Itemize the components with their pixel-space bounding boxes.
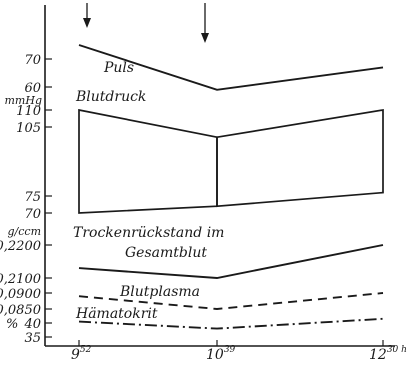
y-tick-label-puls-70: 70: [24, 53, 41, 68]
y-tick-label-plasma-0.0900: 0,0900: [0, 287, 41, 302]
x-tick-label-1: 952: [71, 345, 92, 360]
event-arrow-2-head: [201, 33, 209, 43]
series-label-puls: Puls: [103, 60, 134, 76]
event-arrow-2: [201, 3, 209, 43]
y-tick-label-trocken-0.2200: 0,2200: [0, 239, 41, 254]
x-tick-label-2: 1039: [206, 345, 236, 360]
unit-label-percent: %: [6, 317, 18, 332]
series-label-haematokrit: Hämatokrit: [75, 306, 158, 322]
blutdruck-segment-2: [216, 108, 384, 208]
event-arrow-1: [83, 3, 91, 28]
series-line-trockenrueckstand: [78, 244, 384, 279]
series-line-haematokrit: [78, 317, 384, 330]
x-tick-label-3-min: 30 h: [387, 345, 407, 355]
x-tick-label-2-min: 39: [224, 345, 236, 355]
series-label-trockenrueckstand-line2: Gesamtblut: [125, 245, 207, 261]
series-line-blutplasma: [78, 292, 384, 310]
y-tick-label-trocken-0.2100: 0,2100: [0, 272, 41, 287]
y-tick-label-haemato-40: 40: [23, 317, 41, 332]
x-tick-label-1-min: 52: [80, 345, 92, 355]
y-tick-label-puls-60: 60: [24, 81, 41, 96]
series-label-trockenrueckstand-line1: Trockenrückstand im: [73, 225, 224, 241]
x-tick-label-2-hour: 10: [206, 347, 224, 360]
y-tick-label-bp-110: 110: [16, 104, 41, 119]
series-blutdruck-range: [78, 108, 384, 214]
y-tick-label-plasma-0.0850: 0,0850: [0, 303, 41, 318]
y-tick-label-bp-75: 75: [24, 190, 41, 205]
unit-label-gccm: g/ccm: [8, 225, 42, 238]
series-label-blutplasma: Blutplasma: [119, 284, 200, 300]
series-line-puls: [78, 44, 384, 91]
y-tick-label-haemato-35: 35: [24, 331, 41, 346]
blutdruck-segment-1: [78, 108, 218, 214]
unit-label-mmhg: mmHg: [5, 94, 43, 107]
x-tick-label-1-hour: 9: [71, 347, 80, 360]
y-tick-label-bp-105: 105: [16, 121, 41, 136]
x-tick-label-3-hour: 12: [369, 347, 387, 360]
series-label-blutdruck: Blutdruck: [75, 89, 146, 105]
y-tick-label-bp-70: 70: [24, 207, 41, 222]
event-arrow-1-head: [83, 18, 91, 28]
x-tick-label-3: 1230 h: [369, 345, 407, 360]
